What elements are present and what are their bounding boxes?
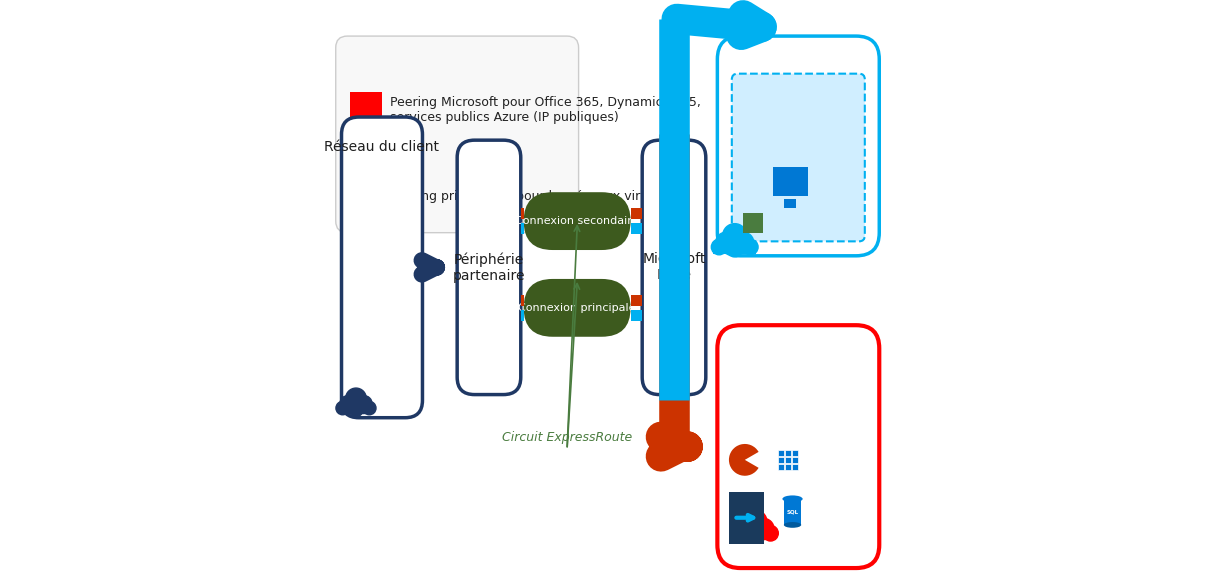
FancyBboxPatch shape — [521, 295, 524, 306]
FancyBboxPatch shape — [631, 224, 643, 234]
FancyBboxPatch shape — [521, 310, 524, 321]
FancyBboxPatch shape — [717, 36, 880, 256]
Circle shape — [742, 239, 758, 255]
Circle shape — [716, 232, 736, 253]
Circle shape — [746, 526, 763, 543]
Circle shape — [345, 388, 366, 408]
Bar — [792, 450, 798, 456]
FancyBboxPatch shape — [350, 92, 382, 130]
Bar — [785, 199, 796, 208]
FancyBboxPatch shape — [341, 117, 423, 418]
FancyBboxPatch shape — [734, 532, 776, 540]
Circle shape — [763, 525, 779, 541]
Text: Connexion secondaire: Connexion secondaire — [515, 216, 639, 226]
Bar — [792, 457, 798, 463]
FancyBboxPatch shape — [729, 492, 763, 544]
Circle shape — [731, 525, 747, 541]
FancyBboxPatch shape — [631, 209, 643, 219]
Text: Peering Microsoft pour Office 365, Dynamics 365,
services publics Azure (IP publ: Peering Microsoft pour Office 365, Dynam… — [390, 96, 700, 124]
FancyBboxPatch shape — [631, 295, 643, 306]
Circle shape — [354, 395, 372, 414]
Circle shape — [349, 402, 363, 417]
Text: Connexion principale: Connexion principale — [519, 303, 635, 313]
Circle shape — [733, 232, 753, 253]
FancyBboxPatch shape — [457, 140, 521, 394]
Circle shape — [753, 518, 774, 540]
Text: Microsoft
Edge: Microsoft Edge — [643, 252, 706, 282]
FancyBboxPatch shape — [350, 178, 382, 216]
FancyBboxPatch shape — [524, 279, 631, 337]
Circle shape — [723, 224, 747, 248]
Bar — [785, 457, 791, 463]
Circle shape — [727, 240, 744, 257]
Bar — [778, 450, 784, 456]
Text: Circuit ExpressRoute: Circuit ExpressRoute — [502, 432, 632, 444]
FancyBboxPatch shape — [338, 407, 374, 414]
Bar — [778, 457, 784, 463]
FancyBboxPatch shape — [631, 310, 643, 321]
Circle shape — [339, 395, 357, 414]
Circle shape — [736, 518, 757, 540]
Ellipse shape — [784, 522, 801, 528]
FancyBboxPatch shape — [643, 140, 706, 394]
Bar — [785, 450, 791, 456]
Text: SQL: SQL — [786, 509, 798, 514]
Ellipse shape — [782, 496, 803, 503]
Circle shape — [362, 401, 375, 415]
Circle shape — [742, 510, 767, 534]
Wedge shape — [729, 444, 758, 476]
Bar — [785, 464, 791, 470]
Bar — [792, 464, 798, 470]
Circle shape — [335, 401, 349, 415]
Bar — [784, 499, 801, 525]
Bar — [773, 167, 808, 196]
Text: Réseau du client: Réseau du client — [324, 140, 440, 154]
FancyBboxPatch shape — [521, 224, 524, 234]
Circle shape — [711, 239, 727, 255]
FancyBboxPatch shape — [521, 209, 524, 219]
FancyBboxPatch shape — [731, 74, 865, 241]
FancyBboxPatch shape — [713, 246, 756, 254]
Bar — [778, 464, 784, 470]
FancyBboxPatch shape — [335, 36, 578, 232]
FancyBboxPatch shape — [524, 192, 631, 250]
Text: Peering privé Azure pour les réseaux virtuels: Peering privé Azure pour les réseaux vir… — [390, 189, 671, 203]
FancyBboxPatch shape — [717, 325, 880, 568]
Text: Périphérie
partenaire: Périphérie partenaire — [453, 252, 525, 283]
